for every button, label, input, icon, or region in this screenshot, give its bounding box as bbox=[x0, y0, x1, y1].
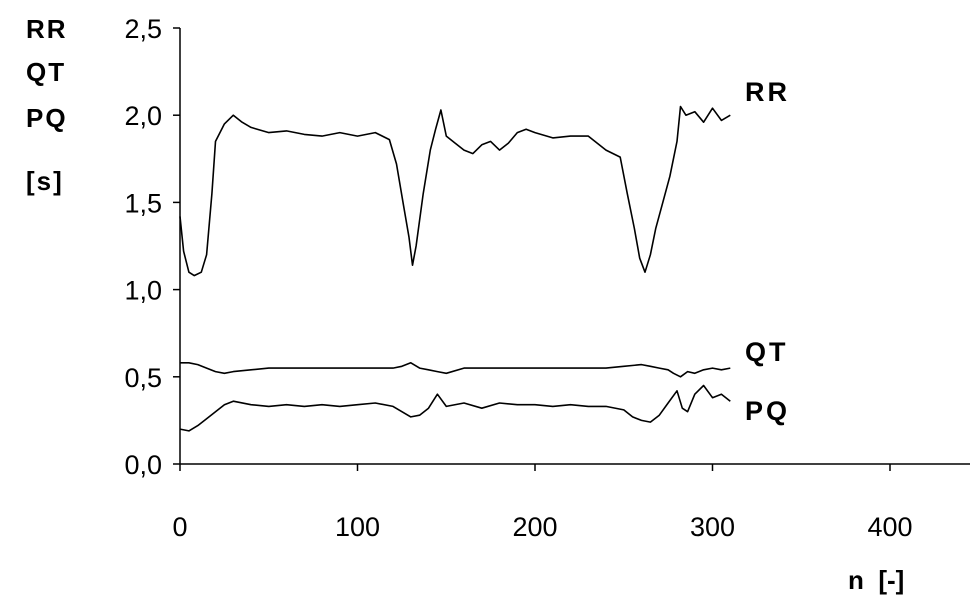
y-tick-label: 2,5 bbox=[124, 14, 162, 44]
x-tick-label: 400 bbox=[867, 512, 912, 542]
series-line-pq bbox=[179, 384, 731, 432]
y-tick-label: 0,0 bbox=[124, 450, 162, 480]
series-lines bbox=[179, 105, 731, 432]
y-tick-label: 0,5 bbox=[124, 363, 162, 393]
series-label-qt: QT bbox=[745, 337, 789, 367]
x-tick-label: 0 bbox=[172, 512, 187, 542]
y-axis-label-line: QT bbox=[26, 57, 66, 87]
series-label-rr: RR bbox=[745, 77, 790, 107]
y-axis-label-line: RR bbox=[26, 14, 68, 44]
y-tick-label: 1,0 bbox=[124, 276, 162, 306]
y-tick-label: 1,5 bbox=[124, 188, 162, 218]
y-axis-label-line: [s] bbox=[26, 166, 64, 196]
x-axis-label: n [-] bbox=[848, 565, 904, 595]
series-line-rr bbox=[179, 105, 731, 277]
series-line-qt bbox=[180, 361, 731, 378]
x-tick-label: 300 bbox=[690, 512, 735, 542]
y-tick-label: 2,0 bbox=[124, 101, 162, 131]
y-axis-label: RR QT PQ [s] bbox=[26, 14, 68, 196]
x-tick-label: 100 bbox=[335, 512, 380, 542]
y-axis-label-line: PQ bbox=[26, 103, 68, 133]
series-label-pq: PQ bbox=[745, 396, 790, 426]
x-tick-label: 200 bbox=[512, 512, 557, 542]
y-axis-ticks: 0,0 0,5 1,0 1,5 2,0 2,5 bbox=[124, 14, 180, 480]
x-axis-ticks: 0 100 200 300 400 bbox=[172, 464, 913, 542]
